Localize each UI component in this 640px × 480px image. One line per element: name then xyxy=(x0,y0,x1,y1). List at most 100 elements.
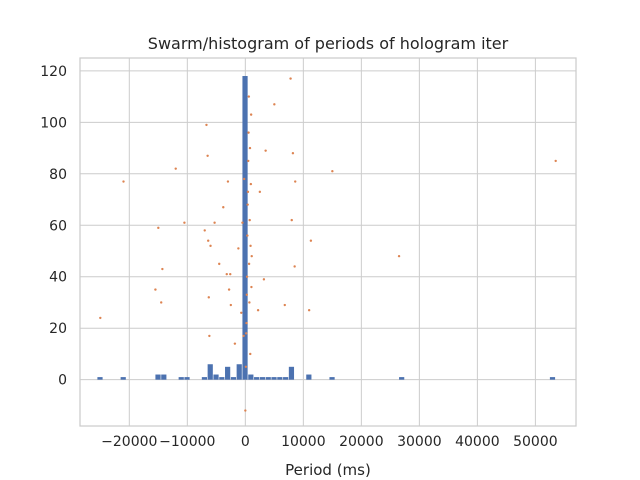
swarm-point xyxy=(154,288,157,291)
x-tick-label: 40000 xyxy=(455,434,500,450)
swarm-point xyxy=(183,221,186,224)
swarm-point xyxy=(209,244,212,248)
histogram-bar xyxy=(329,377,335,380)
histogram-bar xyxy=(207,364,213,380)
swarm-point xyxy=(241,221,244,224)
x-tick-labels: −20000 −10000 0 10000 20000 30000 40000 50000 xyxy=(101,434,557,450)
x-tick-label: 50000 xyxy=(513,434,558,450)
swarm-point xyxy=(249,244,252,248)
swarm-point xyxy=(244,365,248,369)
histogram-bar xyxy=(254,377,260,380)
histogram-bar xyxy=(248,374,254,380)
y-tick-label: 100 xyxy=(40,115,67,131)
swarm-point xyxy=(554,159,557,163)
swarm-point xyxy=(207,296,210,299)
swarm-point xyxy=(203,229,206,232)
swarm-point xyxy=(227,288,231,291)
swarm-point xyxy=(246,203,249,206)
histogram-bar xyxy=(219,377,225,380)
swarm-point xyxy=(247,262,251,266)
y-tick-label: 120 xyxy=(40,64,67,80)
x-tick-label: 10000 xyxy=(281,434,326,450)
histogram-bar xyxy=(97,377,103,380)
histogram-bar xyxy=(288,366,295,380)
swarm-point xyxy=(174,167,177,170)
swarm-point xyxy=(226,180,230,183)
swarm-point xyxy=(249,113,253,116)
swarm-point xyxy=(233,342,237,345)
swarm-point xyxy=(289,77,292,80)
swarm-point xyxy=(244,409,247,412)
swarm-point xyxy=(208,334,211,338)
swarm-point xyxy=(213,221,216,224)
swarm-point xyxy=(248,146,252,150)
y-tick-label: 0 xyxy=(58,373,67,389)
swarm-point xyxy=(262,278,266,281)
histogram-bar xyxy=(155,374,161,380)
swarm-point xyxy=(283,303,286,307)
swarm-point xyxy=(294,180,297,183)
histogram-bar xyxy=(236,364,242,380)
swarm-point xyxy=(248,301,251,304)
histogram-bar xyxy=(161,374,167,380)
histogram-bar xyxy=(265,377,271,380)
histogram-bar xyxy=(259,377,266,380)
histogram-bar xyxy=(178,377,184,380)
swarm-point xyxy=(258,190,262,194)
swarm-point xyxy=(218,262,221,266)
swarm-point xyxy=(122,180,125,183)
histogram-bar xyxy=(549,377,556,380)
swarm-point xyxy=(247,159,250,163)
plot-frame xyxy=(79,57,577,427)
histogram-bar xyxy=(283,377,289,380)
swarm-point xyxy=(157,226,160,230)
swarm-point xyxy=(245,293,248,296)
grid xyxy=(80,58,576,426)
swarm-point xyxy=(237,247,240,250)
histogram-bar xyxy=(120,377,126,380)
swarm-point xyxy=(206,154,209,157)
y-tick-label: 40 xyxy=(49,270,67,286)
histogram-bar xyxy=(399,377,405,380)
chart-title: Swarm/histogram of periods of hologram i… xyxy=(148,34,509,53)
swarm-point xyxy=(331,170,334,173)
y-tick-labels: 0 20 40 60 80 100 120 xyxy=(40,64,67,389)
swarm-point xyxy=(245,275,249,278)
swarm-point xyxy=(250,254,253,258)
x-axis-label: Period (ms) xyxy=(285,461,371,479)
swarm-point xyxy=(222,206,225,209)
swarm-point xyxy=(242,334,245,338)
x-tick-label: 30000 xyxy=(397,434,442,450)
swarm-point xyxy=(99,316,102,320)
swarm-point xyxy=(205,123,208,127)
histogram-bar xyxy=(230,377,237,380)
swarm-point xyxy=(245,321,248,325)
swarm-point xyxy=(264,149,267,152)
histogram-bar xyxy=(213,374,219,380)
swarm-point xyxy=(250,285,253,289)
swarm-point xyxy=(247,131,250,134)
x-tick-label: −10000 xyxy=(159,434,215,450)
swarm-point xyxy=(397,254,401,258)
histogram-bar xyxy=(225,366,231,380)
histogram-bar xyxy=(277,377,283,380)
swarm-point xyxy=(242,177,246,181)
swarm-point xyxy=(249,352,252,356)
x-tick-label: −20000 xyxy=(101,434,157,450)
histogram-bars xyxy=(97,76,556,380)
swarm-point xyxy=(256,308,260,312)
swarm-point xyxy=(229,303,233,307)
histogram-bar xyxy=(184,377,190,380)
swarm-point xyxy=(225,272,228,276)
swarm-point xyxy=(307,308,311,312)
swarm-point xyxy=(229,272,232,276)
histogram-bar xyxy=(271,377,277,380)
swarm-point xyxy=(290,218,293,222)
histogram-bar xyxy=(242,76,248,380)
swarm-point xyxy=(247,95,251,98)
y-tick-label: 60 xyxy=(49,218,67,234)
x-tick-label: 20000 xyxy=(339,434,384,450)
swarm-point xyxy=(246,190,250,194)
swarm-point xyxy=(248,218,251,222)
